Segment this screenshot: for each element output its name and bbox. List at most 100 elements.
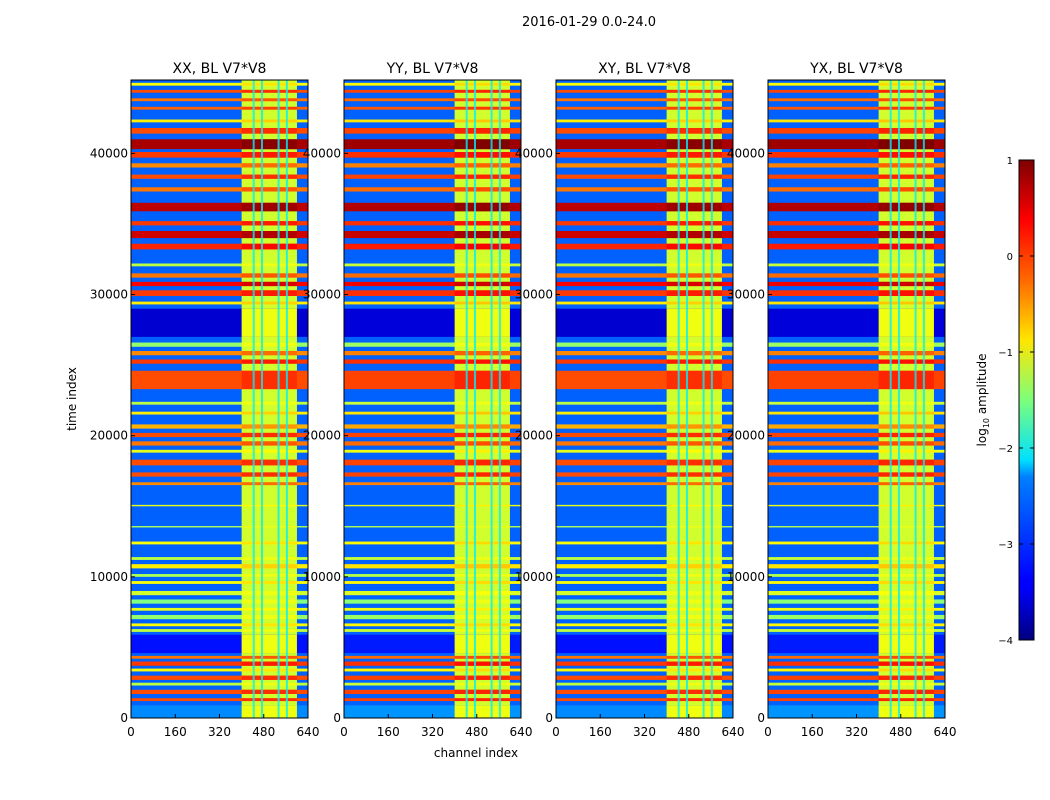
heatmap-band-cell (454, 599, 510, 604)
x-tick-label: 160 (589, 725, 612, 739)
heatmap-time-band (344, 342, 521, 347)
x-tick-label: 480 (677, 725, 700, 739)
heatmap-band-cell (666, 689, 722, 695)
heatmap-band-cell (666, 119, 722, 123)
heatmap-band-cell (241, 698, 297, 702)
heatmap-band-cell (454, 301, 510, 305)
heatmap-band-cell (241, 607, 297, 611)
heatmap-time-band (344, 202, 521, 212)
heatmap-time-band (344, 106, 521, 110)
heatmap-band-cell (241, 705, 297, 718)
heatmap-band-cell (454, 411, 510, 415)
y-tick-label: 30000 (303, 288, 341, 302)
heatmap-band-cell (454, 634, 510, 654)
heatmap-band-cell (454, 127, 510, 134)
heatmap-time-band (768, 482, 945, 486)
heatmap-channel-gap (473, 80, 476, 718)
heatmap-band-cell (454, 655, 510, 659)
x-tick-label: 320 (208, 725, 231, 739)
heatmap-time-band (131, 441, 308, 446)
heatmap-time-band (131, 472, 308, 477)
heatmap-time-band (768, 504, 945, 507)
heatmap-band-cell (241, 106, 297, 110)
colorbar-tick-label: 1 (1007, 156, 1013, 167)
heatmap-band-cell (878, 449, 934, 453)
heatmap-band-cell (454, 106, 510, 110)
heatmap-band-cell (666, 290, 722, 296)
y-tick-label: 40000 (303, 146, 341, 160)
heatmap-time-band (556, 557, 733, 560)
heatmap-time-band (768, 623, 945, 627)
heatmap-time-band (768, 98, 945, 102)
y-tick-label: 0 (120, 711, 128, 725)
heatmap-channel-gap (889, 80, 892, 718)
heatmap-time-band (344, 290, 521, 296)
heatmap-channel-gap (685, 80, 688, 718)
heatmap-band-cell (666, 273, 722, 278)
colorbar-tick-label: −3 (998, 540, 1013, 551)
heatmap-band-cell (878, 432, 934, 438)
heatmap-band-cell (454, 432, 510, 438)
heatmap-panel: YY, BL V7*V8 0 160 320 480 640 0 10000 20000 3000… (303, 61, 533, 739)
heatmap-band-cell (241, 526, 297, 528)
heatmap-time-band (556, 698, 733, 702)
y-axis-label: time index (65, 367, 79, 431)
panel-title: YX, BL V7*V8 (809, 61, 903, 77)
heatmap-time-band (344, 243, 521, 250)
heatmap-time-band (344, 441, 521, 446)
heatmap-band-cell (241, 281, 297, 287)
heatmap-time-band (768, 281, 945, 287)
heatmap-band-cell (241, 127, 297, 134)
heatmap-time-band (556, 607, 733, 611)
heatmap-time-band (131, 682, 308, 686)
heatmap-time-band (768, 682, 945, 686)
heatmap-time-band (768, 351, 945, 356)
heatmap-time-band (344, 163, 521, 168)
x-tick-label: 640 (297, 725, 320, 739)
heatmap-time-band (556, 614, 733, 620)
heatmap-band-cell (454, 574, 510, 577)
heatmap-time-band (344, 127, 521, 134)
heatmap-time-band (556, 629, 733, 632)
heatmap-time-band (344, 139, 521, 150)
heatmap-band-cell (666, 187, 722, 192)
heatmap-time-band (344, 607, 521, 611)
heatmap-time-band (768, 655, 945, 659)
heatmap-band-cell (241, 139, 297, 150)
heatmap-band-cell (241, 273, 297, 278)
heatmap-band-cell (454, 401, 510, 405)
heatmap-band-cell (878, 614, 934, 620)
heatmap-time-band (768, 459, 945, 466)
x-tick-label: 480 (252, 725, 275, 739)
heatmap-band-cell (666, 89, 722, 93)
heatmap-band-cell (666, 98, 722, 102)
heatmap-time-band (556, 623, 733, 627)
heatmap-band-cell (241, 82, 297, 86)
heatmap-time-band (344, 675, 521, 680)
y-tick-label: 0 (333, 711, 341, 725)
heatmap-time-band (556, 151, 733, 158)
colorbar-tick-label: 0 (1007, 252, 1013, 263)
heatmap-time-band (131, 574, 308, 577)
heatmap-band-cell (454, 590, 510, 596)
heatmap-band-cell (666, 526, 722, 528)
heatmap-band-cell (241, 290, 297, 296)
heatmap-band-cell (454, 351, 510, 356)
heatmap-band-cell (454, 449, 510, 453)
heatmap-time-band (131, 187, 308, 192)
heatmap-band-cell (666, 629, 722, 632)
heatmap-time-band (131, 449, 308, 453)
heatmap-band-cell (666, 482, 722, 486)
heatmap-band-cell (666, 675, 722, 680)
y-tick-label: 40000 (727, 146, 765, 160)
heatmap-band-cell (666, 359, 722, 364)
heatmap-time-band (131, 424, 308, 429)
heatmap-time-band (768, 668, 945, 672)
heatmap-band-cell (878, 472, 934, 477)
heatmap-time-band (768, 82, 945, 86)
heatmap-time-band (131, 432, 308, 438)
heatmap-time-band (768, 127, 945, 134)
heatmap-band-cell (666, 370, 722, 390)
colorbar-label-main: log (975, 428, 989, 446)
heatmap-time-band (344, 668, 521, 672)
